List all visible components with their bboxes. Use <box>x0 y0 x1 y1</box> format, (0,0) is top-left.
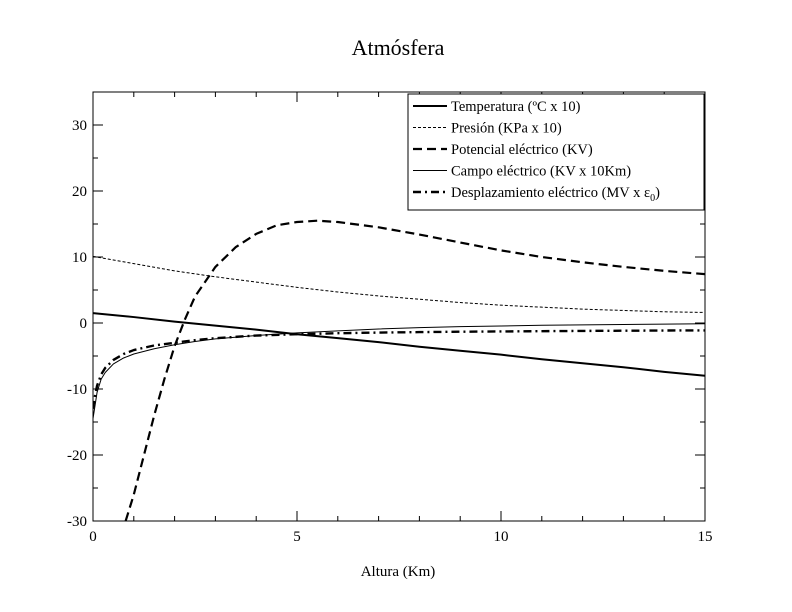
y-tick-label: -30 <box>67 514 87 530</box>
x-tick-label: 0 <box>89 529 97 545</box>
y-tick-label: 0 <box>80 316 88 332</box>
x-axis-label: Altura (Km) <box>361 564 436 580</box>
legend-label: Campo eléctrico (KV x 10Km) <box>451 164 631 180</box>
legend-box <box>407 93 705 211</box>
y-tick-label: 30 <box>72 118 87 134</box>
x-tick-label: 5 <box>293 529 301 545</box>
series-line-5 <box>93 329 705 409</box>
y-tick-label: -20 <box>67 448 87 464</box>
x-tick-label: 10 <box>494 529 509 545</box>
y-tick-label: 10 <box>72 250 87 266</box>
legend: Temperatura (ºC x 10) Presión (KPa x 10) P… <box>407 93 705 211</box>
y-tick-label: -10 <box>67 382 87 398</box>
legend-label: Potencial eléctrico (KV) <box>451 142 593 158</box>
series-line-1 <box>93 312 705 377</box>
chart-title: Atmósfera <box>352 35 445 60</box>
x-tick-label: 15 <box>698 529 713 545</box>
legend-label: Temperatura (ºC x 10) <box>451 99 581 115</box>
legend-label: Presión (KPa x 10) <box>451 121 562 137</box>
y-tick-label: 20 <box>72 184 87 200</box>
legend-label: Desplazamiento eléctrico (MV x ε0) <box>451 185 660 204</box>
plot-series <box>93 219 705 521</box>
series-line-3 <box>124 219 705 521</box>
plot-frame <box>92 91 706 522</box>
